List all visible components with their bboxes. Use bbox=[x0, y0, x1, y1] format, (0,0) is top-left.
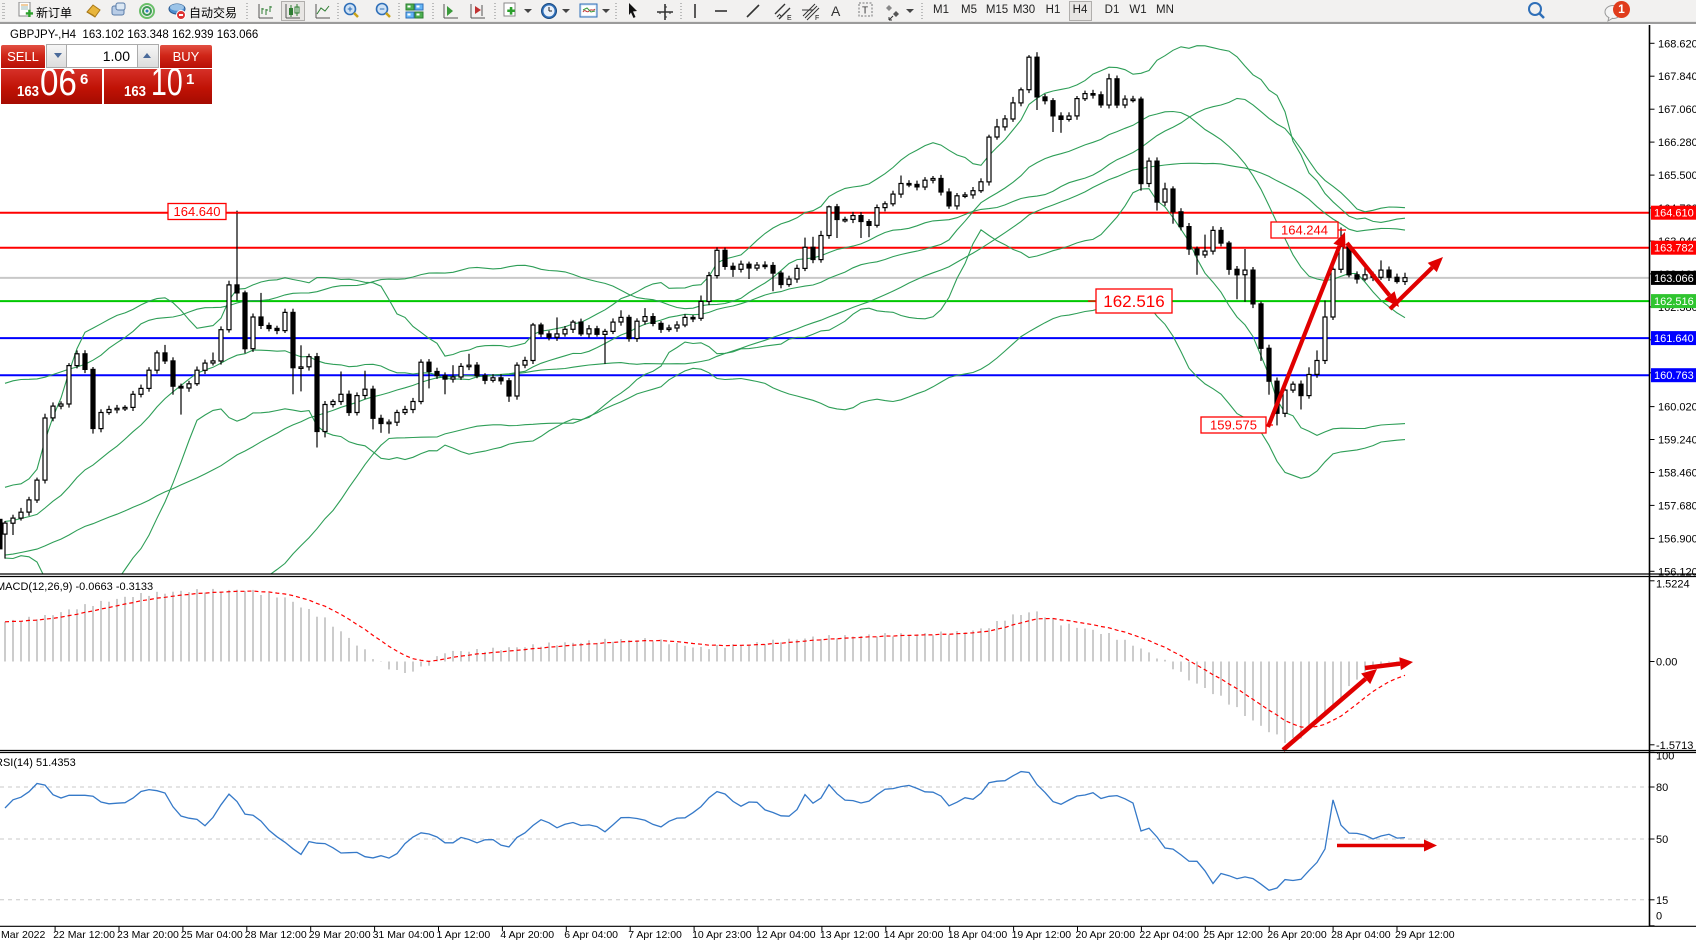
svg-text:100: 100 bbox=[1656, 751, 1674, 763]
svg-text:13 Apr 12:00: 13 Apr 12:00 bbox=[820, 929, 880, 940]
svg-text:E: E bbox=[787, 15, 792, 21]
svg-text:160.020: 160.020 bbox=[1658, 402, 1696, 414]
svg-text:MACD(12,26,9) -0.0663 -0.3133: MACD(12,26,9) -0.0663 -0.3133 bbox=[0, 581, 153, 593]
svg-text:156.120: 156.120 bbox=[1658, 566, 1696, 578]
svg-text:161.640: 161.640 bbox=[1654, 333, 1694, 345]
svg-text:28 Apr 04:00: 28 Apr 04:00 bbox=[1331, 929, 1391, 940]
svg-text:165.500: 165.500 bbox=[1658, 170, 1696, 182]
svg-text:0.00: 0.00 bbox=[1656, 657, 1677, 669]
svg-text:163.066: 163.066 bbox=[1654, 273, 1694, 285]
svg-text:RSI(14) 51.4353: RSI(14) 51.4353 bbox=[0, 757, 76, 769]
svg-text:26 Apr 20:00: 26 Apr 20:00 bbox=[1267, 929, 1327, 940]
svg-text:12 Apr 04:00: 12 Apr 04:00 bbox=[756, 929, 816, 940]
svg-text:28 Mar 12:00: 28 Mar 12:00 bbox=[245, 929, 307, 940]
svg-text:29 Mar 20:00: 29 Mar 20:00 bbox=[309, 929, 371, 940]
svg-text:156.900: 156.900 bbox=[1658, 533, 1696, 545]
svg-text:1 Apr 12:00: 1 Apr 12:00 bbox=[437, 929, 491, 940]
svg-text:162.516: 162.516 bbox=[1654, 296, 1694, 308]
svg-text:31 Mar 04:00: 31 Mar 04:00 bbox=[373, 929, 435, 940]
svg-text:163.782: 163.782 bbox=[1654, 243, 1694, 255]
svg-text:23 Mar 20:00: 23 Mar 20:00 bbox=[117, 929, 179, 940]
svg-text:160.763: 160.763 bbox=[1654, 370, 1694, 382]
svg-text:159.575: 159.575 bbox=[1210, 418, 1257, 433]
svg-text:6 Apr 04:00: 6 Apr 04:00 bbox=[564, 929, 618, 940]
svg-text:+: + bbox=[347, 4, 352, 14]
svg-text:166.280: 166.280 bbox=[1658, 137, 1696, 149]
svg-text:18 Apr 04:00: 18 Apr 04:00 bbox=[948, 929, 1008, 940]
svg-text:50: 50 bbox=[1656, 834, 1668, 846]
svg-text:157.680: 157.680 bbox=[1658, 500, 1696, 512]
svg-text:10 Apr 23:00: 10 Apr 23:00 bbox=[692, 929, 752, 940]
svg-text:-1.5713: -1.5713 bbox=[1656, 740, 1693, 752]
svg-text:Mar 2022: Mar 2022 bbox=[1, 929, 46, 940]
svg-text:162.516: 162.516 bbox=[1103, 292, 1164, 311]
svg-text:7 Apr 12:00: 7 Apr 12:00 bbox=[628, 929, 682, 940]
svg-text:−: − bbox=[379, 4, 384, 14]
svg-text:164.610: 164.610 bbox=[1654, 208, 1694, 220]
svg-text:22 Mar 12:00: 22 Mar 12:00 bbox=[53, 929, 115, 940]
svg-text:80: 80 bbox=[1656, 782, 1668, 794]
svg-text:168.620: 168.620 bbox=[1658, 38, 1696, 50]
svg-text:1.5224: 1.5224 bbox=[1656, 579, 1690, 591]
svg-text:22 Apr 04:00: 22 Apr 04:00 bbox=[1139, 929, 1199, 940]
svg-text:0: 0 bbox=[1656, 911, 1662, 923]
svg-text:158.460: 158.460 bbox=[1658, 468, 1696, 480]
svg-text:4 Apr 20:00: 4 Apr 20:00 bbox=[500, 929, 554, 940]
svg-text:T: T bbox=[862, 6, 868, 17]
svg-text:29 Apr 12:00: 29 Apr 12:00 bbox=[1395, 929, 1455, 940]
svg-text:F: F bbox=[815, 15, 819, 21]
svg-text:19 Apr 12:00: 19 Apr 12:00 bbox=[1012, 929, 1072, 940]
svg-text:25 Mar 04:00: 25 Mar 04:00 bbox=[181, 929, 243, 940]
svg-text:164.244: 164.244 bbox=[1281, 223, 1328, 238]
svg-text:14 Apr 20:00: 14 Apr 20:00 bbox=[884, 929, 944, 940]
svg-text:15: 15 bbox=[1656, 895, 1668, 907]
svg-text:20 Apr 20:00: 20 Apr 20:00 bbox=[1076, 929, 1136, 940]
svg-text:167.840: 167.840 bbox=[1658, 71, 1696, 83]
svg-text:164.640: 164.640 bbox=[174, 204, 221, 219]
svg-text:159.240: 159.240 bbox=[1658, 435, 1696, 447]
svg-text:25 Apr 12:00: 25 Apr 12:00 bbox=[1203, 929, 1263, 940]
svg-text:167.060: 167.060 bbox=[1658, 104, 1696, 116]
